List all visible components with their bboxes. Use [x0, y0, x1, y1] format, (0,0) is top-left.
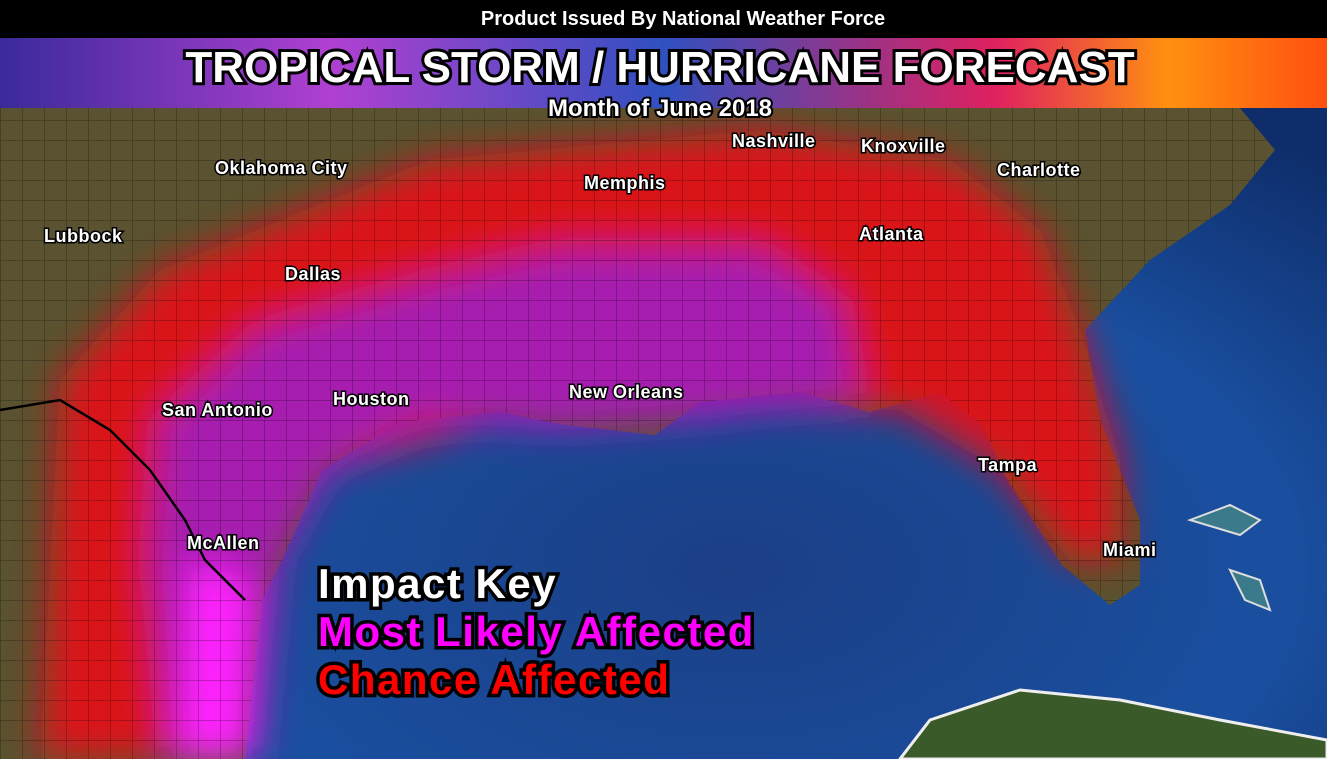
city-label: Charlotte — [997, 160, 1081, 180]
city-label: Oklahoma City — [215, 158, 348, 178]
subtitle: Month of June 2018 — [548, 95, 772, 122]
city-label: Tampa — [978, 455, 1038, 475]
city-label: Knoxville — [861, 136, 946, 156]
city-label: Houston — [333, 389, 409, 409]
cuba — [898, 688, 1327, 759]
key-item: Chance Affected — [318, 656, 670, 703]
city-label: Nashville — [732, 131, 816, 151]
city-labels: Lubbock Oklahoma City Dallas San Antonio… — [43, 130, 1158, 562]
bahamas — [1186, 503, 1272, 612]
city-label: San Antonio — [162, 400, 273, 420]
city-label: Atlanta — [859, 224, 924, 244]
title-banner — [0, 38, 1327, 108]
city-label: Lubbock — [44, 226, 123, 246]
city-label: Memphis — [584, 173, 666, 193]
city-label: McAllen — [187, 533, 260, 553]
title: TROPICAL STORM / HURRICANE FORECAST — [185, 43, 1134, 92]
city-label: New Orleans — [569, 382, 684, 402]
key-item: Most Likely Affected — [318, 608, 755, 655]
city-label: Dallas — [285, 264, 341, 284]
county-lines — [0, 108, 1275, 759]
top-bar — [0, 0, 1327, 38]
border — [0, 398, 246, 601]
key-title: Impact Key — [318, 560, 557, 607]
issued-by: Product Issued By National Weather Force — [481, 8, 885, 30]
city-label: Miami — [1103, 540, 1157, 560]
